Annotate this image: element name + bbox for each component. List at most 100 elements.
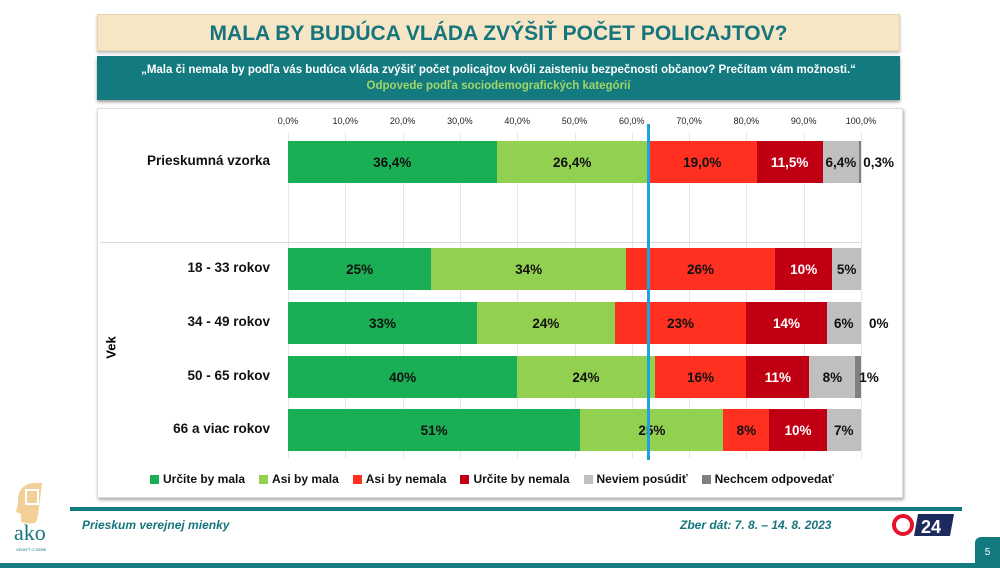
data-label: 11,5%	[770, 154, 809, 170]
legend-swatch	[701, 474, 711, 484]
x-tick-label: 90,0%	[790, 116, 817, 126]
group-label: Vek	[103, 336, 119, 359]
bar-segment: 7%	[826, 409, 861, 451]
x-tick-label: 40,0%	[504, 116, 530, 126]
x-tick-label: 60,0%	[619, 116, 645, 126]
data-label: 11%	[764, 369, 792, 385]
bar-segment: 34%	[431, 248, 627, 290]
data-label: 14%	[772, 315, 801, 331]
category-label: 66 a viac rokov	[173, 421, 270, 436]
data-label: 10%	[790, 261, 818, 277]
bar-segment: 10%	[769, 409, 827, 451]
gridline	[517, 133, 519, 458]
survey-label: Prieskum verejnej mienky	[82, 518, 230, 532]
gridline	[402, 133, 404, 458]
question-text: „Mala či nemala by podľa vás budúca vlád…	[141, 64, 856, 76]
category-label: 50 - 65 rokov	[187, 368, 270, 383]
page-title: MALA BY BUDÚCA VLÁDA ZVÝŠIŤ POČET POLICA…	[97, 14, 900, 51]
data-label: 25%	[346, 261, 374, 277]
legend: Určite by mala Asi by mala Asi by nemala Ur…	[150, 472, 834, 486]
x-tick-label: 70,0%	[676, 116, 702, 126]
bar-segment: 19,0%	[647, 141, 757, 183]
legend-swatch	[150, 474, 159, 484]
tv-logo-icon: 24	[892, 514, 954, 537]
category-label: Prieskumná vzorka	[146, 153, 270, 168]
row-separator	[100, 242, 861, 243]
bar-segment: 26%	[626, 248, 776, 290]
legend-label: Určite by mala	[163, 472, 246, 486]
category-label: 18 - 33 rokov	[187, 260, 270, 275]
data-label: 40%	[389, 369, 417, 385]
bar-segment: 14%	[746, 302, 827, 344]
data-label: 8%	[822, 369, 843, 385]
legend-item: Určite by nemala	[460, 472, 570, 486]
data-label: 16%	[687, 369, 715, 385]
data-label: 0%	[869, 315, 889, 331]
data-label: 51%	[420, 422, 448, 438]
legend-item: Asi by nemala	[352, 472, 446, 486]
data-label: 6%	[834, 315, 854, 331]
data-label: 19,0%	[683, 154, 722, 170]
data-label: 6,4%	[825, 154, 857, 170]
data-label: 0,3%	[863, 154, 895, 170]
gridline	[574, 133, 576, 458]
x-tick-label: 30,0%	[447, 116, 473, 126]
data-label: 26,4%	[553, 154, 592, 170]
x-tick-label: 20,0%	[389, 116, 416, 126]
data-label: 33%	[369, 315, 397, 331]
data-label: 24%	[532, 315, 560, 331]
bar-segment: 24%	[477, 302, 615, 344]
reference-line	[646, 124, 650, 460]
bar-segment: 1%	[855, 356, 879, 398]
footer-divider	[70, 507, 962, 511]
data-label: 26%	[687, 261, 715, 277]
bar-segment: 25%	[288, 248, 432, 290]
bar-segment: 11%	[746, 356, 810, 398]
bar-segment: 6,4%	[822, 141, 860, 183]
svg-text:VEDIEŤ O SEBE: VEDIEŤ O SEBE	[16, 547, 47, 552]
data-label: 10%	[784, 422, 812, 438]
bar-segment: 33%	[288, 302, 478, 344]
bar-segment: 11,5%	[756, 141, 823, 183]
legend-item: Nechcem odpovedať	[701, 472, 834, 486]
svg-text:ako: ako	[14, 520, 46, 545]
legend-swatch	[460, 474, 470, 484]
gridline	[288, 133, 289, 458]
bar-segment: 51%	[288, 409, 581, 451]
data-label: 36,4%	[373, 154, 412, 170]
data-label: 7%	[834, 422, 854, 438]
data-label: 5%	[836, 261, 857, 277]
bar-segment: 26,4%	[496, 141, 648, 183]
data-label: 1%	[859, 369, 879, 385]
bottom-bar	[0, 563, 1000, 568]
category-label: 34 - 49 rokov	[187, 314, 270, 329]
legend-label: Asi by mala	[272, 472, 339, 486]
legend-swatch	[352, 474, 362, 484]
bar-segment: 40%	[288, 356, 518, 398]
legend-label: Nechcem odpovedať	[714, 472, 834, 486]
bar-segment: 5%	[832, 248, 861, 290]
x-tick-label: 80,0%	[733, 116, 760, 126]
data-label: 8%	[736, 422, 757, 438]
svg-text:24: 24	[921, 517, 941, 537]
legend-swatch	[259, 474, 269, 484]
question-banner: „Mala či nemala by podľa vás budúca vlád…	[97, 56, 900, 100]
x-tick-label: 100,0%	[845, 116, 877, 126]
collection-dates: Zber dát: 7. 8. – 14. 8. 2023	[680, 518, 832, 532]
bar-segment: 23%	[614, 302, 747, 344]
bar-segment: 24%	[517, 356, 655, 398]
bar-segment: 25%	[580, 409, 724, 451]
gridline	[631, 133, 633, 458]
bar-segment: 8%	[809, 356, 856, 398]
bar-segment: 8%	[723, 409, 770, 451]
gridline	[803, 133, 805, 458]
legend-label: Neviem posúdiť	[596, 472, 688, 486]
legend-label: Určite by nemala	[473, 472, 570, 486]
data-label: 34%	[515, 261, 543, 277]
bar-segment: 16%	[654, 356, 747, 398]
gridline	[861, 133, 862, 458]
subtitle: Odpovede podľa sociodemografických kateg…	[366, 80, 631, 92]
gridline	[345, 133, 347, 458]
gridline	[459, 133, 461, 458]
page-number: 5	[975, 537, 1000, 568]
